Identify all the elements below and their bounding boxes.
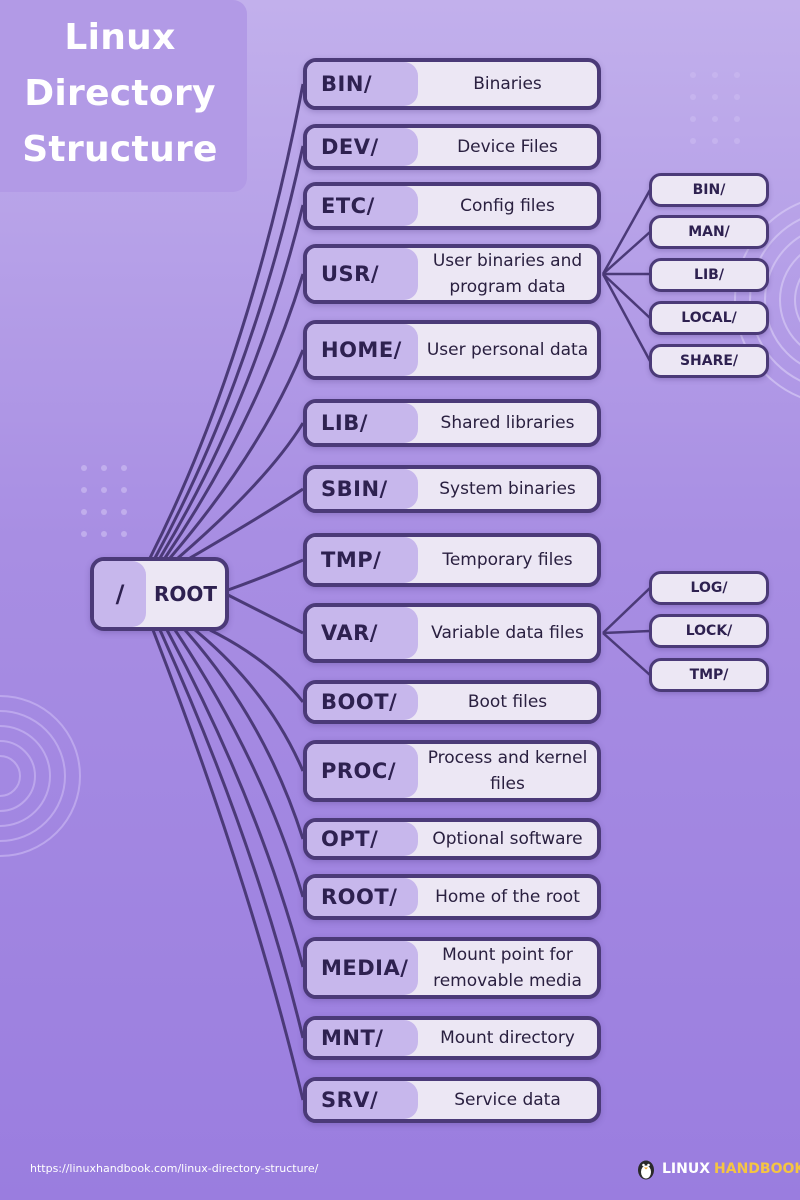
dir-node-etc: ETC/ Config files	[303, 182, 601, 230]
usr-child-share: SHARE/	[649, 344, 769, 378]
dir-desc: System binaries	[439, 479, 576, 499]
root-node: / ROOT	[90, 557, 229, 631]
brand-word-linux: LINUX	[662, 1161, 711, 1177]
dir-desc: Config files	[460, 196, 555, 216]
dir-desc: User personal data	[426, 340, 589, 360]
dir-name: DEV/	[307, 128, 418, 166]
dir-name: BIN/	[307, 62, 418, 106]
dir-desc: Device Files	[457, 137, 558, 157]
usr-child-man: MAN/	[649, 215, 769, 249]
dir-node-bin: BIN/ Binaries	[303, 58, 601, 110]
title-panel: Linux Directory Structure	[0, 0, 247, 192]
dir-desc: Temporary files	[442, 550, 573, 570]
dir-desc: Optional software	[432, 829, 583, 849]
dir-name: USR/	[307, 248, 418, 300]
dir-desc: User binaries and program data	[432, 251, 583, 297]
dir-name: SBIN/	[307, 469, 418, 509]
brand-word-handbook: HANDBOOK	[714, 1161, 800, 1177]
dir-node-proc: PROC/ Process and kernel files	[303, 740, 601, 802]
brand-logo: LINUX HANDBOOK	[636, 1158, 800, 1180]
ring-decoration-left	[0, 695, 81, 857]
ring-decoration-right	[734, 201, 800, 399]
dir-name: BOOT/	[307, 684, 418, 720]
dir-node-sbin: SBIN/ System binaries	[303, 465, 601, 513]
root-symbol: /	[94, 561, 146, 627]
var-child-log: LOG/	[649, 571, 769, 605]
var-connectors	[602, 587, 651, 676]
dir-name: TMP/	[307, 537, 418, 583]
var-child-tmp: TMP/	[649, 658, 769, 692]
dir-name: LIB/	[307, 403, 418, 443]
dir-desc: Home of the root	[435, 887, 580, 907]
dir-node-var: VAR/ Variable data files	[303, 603, 601, 663]
dir-name: MNT/	[307, 1020, 418, 1056]
dir-desc: Mount point for removable media	[433, 945, 582, 991]
root-connectors	[148, 83, 305, 1101]
dir-desc: Process and kernel files	[427, 748, 588, 794]
penguin-icon	[638, 1160, 654, 1180]
var-child-lock: LOCK/	[649, 614, 769, 648]
dir-node-dev: DEV/ Device Files	[303, 124, 601, 170]
dir-node-opt: OPT/ Optional software	[303, 818, 601, 860]
usr-child-local: LOCAL/	[649, 301, 769, 335]
dir-node-boot: BOOT/ Boot files	[303, 680, 601, 724]
usr-child-lib: LIB/	[649, 258, 769, 292]
dir-name: ETC/	[307, 186, 418, 226]
dir-node-mnt: MNT/ Mount directory	[303, 1016, 601, 1060]
dir-node-media: MEDIA/ Mount point for removable media	[303, 937, 601, 999]
usr-connectors	[601, 189, 652, 362]
dir-node-usr: USR/ User binaries and program data	[303, 244, 601, 304]
dir-desc: Variable data files	[431, 623, 584, 643]
dir-name: PROC/	[307, 744, 418, 798]
source-url: https://linuxhandbook.com/linux-director…	[30, 1162, 319, 1175]
dir-name: ROOT/	[307, 878, 418, 916]
dir-desc: Boot files	[467, 692, 548, 712]
root-label: ROOT	[153, 582, 218, 606]
dir-name: HOME/	[307, 324, 418, 376]
dir-name: MEDIA/	[307, 941, 418, 995]
dot-grid-decoration	[81, 72, 740, 537]
dir-node-home: HOME/ User personal data	[303, 320, 601, 380]
dir-desc: Mount directory	[440, 1028, 575, 1048]
dir-node-tmp: TMP/ Temporary files	[303, 533, 601, 587]
dir-desc: Binaries	[473, 74, 542, 94]
dir-name: OPT/	[307, 822, 418, 856]
dir-desc: Service data	[454, 1090, 561, 1110]
title-line-2: Directory	[24, 73, 216, 114]
dir-node-srv: SRV/ Service data	[303, 1077, 601, 1123]
title-line-3: Structure	[22, 129, 218, 170]
dir-name: SRV/	[307, 1081, 418, 1119]
title-line-1: Linux	[64, 17, 176, 58]
dir-node-lib: LIB/ Shared libraries	[303, 399, 601, 447]
dir-desc: Shared libraries	[440, 413, 575, 433]
dir-node-root: ROOT/ Home of the root	[303, 874, 601, 920]
usr-child-bin: BIN/	[649, 173, 769, 207]
dir-name: VAR/	[307, 607, 418, 659]
